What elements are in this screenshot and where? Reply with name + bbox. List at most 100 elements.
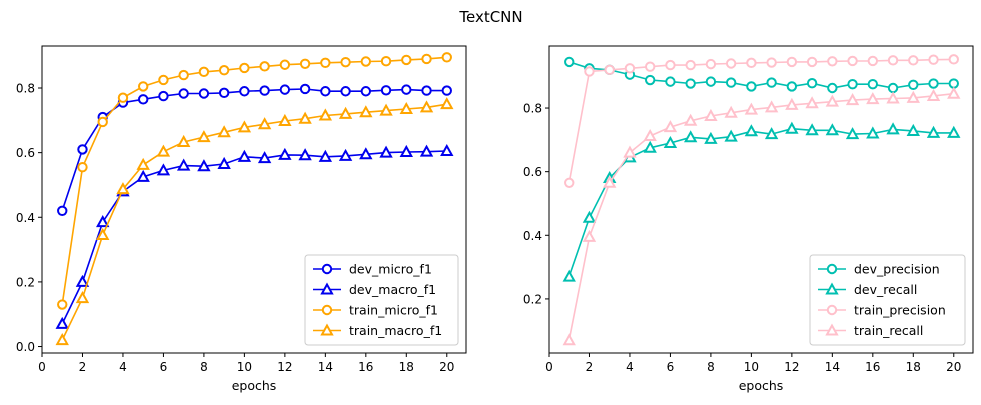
x-tick-label: 20 — [439, 360, 454, 374]
legend-label-train_recall: train_recall — [854, 323, 923, 338]
series-dev_recall — [562, 121, 961, 282]
data-point-train_micro_f1-19 — [421, 53, 432, 65]
x-tick-label: 14 — [318, 360, 333, 374]
legend-marker-dev_precision — [826, 263, 838, 275]
data-point-train_recall-6 — [663, 120, 678, 133]
data-point-dev_macro_f1-11 — [257, 151, 272, 164]
data-point-train_micro_f1-9 — [218, 65, 230, 76]
data-point-dev_precision-16 — [867, 78, 879, 90]
data-point-dev_precision-5 — [644, 74, 656, 86]
legend-label-train_macro_f1: train_macro_f1 — [349, 323, 442, 338]
legend: dev_precision dev_recall train_precisiontr… — [809, 254, 966, 346]
y-tick-label: 0.2 — [16, 275, 35, 289]
data-point-train_macro_f1-7 — [176, 134, 191, 147]
x-tick-label: 16 — [358, 360, 373, 374]
data-point-dev_precision-20 — [948, 78, 959, 89]
data-point-dev_recall-6 — [663, 135, 678, 149]
data-point-train_micro_f1-18 — [401, 54, 412, 66]
data-point-dev_recall-16 — [866, 126, 880, 139]
data-point-train_micro_f1-10 — [239, 62, 250, 74]
data-point-train_recall-18 — [906, 90, 920, 103]
data-point-dev_recall-19 — [926, 125, 941, 138]
data-point-train_precision-14 — [827, 56, 838, 67]
data-point-dev_recall-9 — [724, 129, 738, 142]
data-point-train_macro_f1-19 — [419, 100, 434, 113]
data-point-train_macro_f1-17 — [379, 103, 393, 116]
data-point-train_recall-16 — [866, 92, 880, 105]
y-tick-label: 0.4 — [16, 211, 35, 225]
data-point-dev_micro_f1-13 — [299, 83, 311, 95]
data-point-train_recall-13 — [805, 96, 819, 109]
data-point-train_recall-17 — [886, 91, 900, 104]
x-tick-label: 10 — [744, 360, 759, 374]
data-point-dev_macro_f1-18 — [399, 144, 413, 157]
legend-label-dev_micro_f1: dev_micro_f1 — [349, 262, 432, 277]
data-point-train_macro_f1-1 — [55, 333, 69, 346]
data-point-train_precision-15 — [847, 55, 858, 67]
data-point-train_micro_f1-8 — [198, 66, 210, 78]
x-tick-label: 10 — [237, 360, 252, 374]
legend-marker-dev_micro_f1 — [321, 263, 333, 275]
data-point-train_micro_f1-7 — [178, 69, 189, 81]
y-tick-label: 0.4 — [523, 229, 542, 243]
data-point-train_precision-19 — [928, 54, 939, 65]
data-point-train_precision-9 — [725, 58, 737, 69]
legend: dev_micro_f1 dev_macro_f1 train_micro_f1tr… — [304, 254, 459, 346]
data-point-dev_recall-12 — [785, 121, 799, 134]
data-point-train_recall-19 — [926, 88, 941, 101]
data-point-train_micro_f1-15 — [340, 56, 351, 68]
data-point-train_micro_f1-16 — [360, 56, 372, 67]
data-point-train_micro_f1-4 — [117, 92, 129, 103]
data-point-dev_precision-8 — [705, 76, 717, 87]
data-point-train_recall-2 — [582, 229, 597, 242]
data-point-train_precision-2 — [584, 66, 595, 77]
x-tick-label: 4 — [626, 360, 634, 374]
data-point-dev_macro_f1-16 — [359, 147, 373, 160]
data-point-train_recall-11 — [764, 100, 779, 113]
data-point-train_micro_f1-13 — [299, 58, 311, 69]
data-point-train_recall-20 — [947, 86, 961, 99]
chart-left: 0 2 4 6 8 10 12 14 16 18 20 0.0 0.2 0.4 0.6 0.8 epochs de… — [16, 45, 467, 393]
data-point-train_precision-18 — [908, 55, 919, 66]
data-point-dev_macro_f1-19 — [419, 144, 434, 157]
legend-marker-train_macro_f1 — [320, 323, 334, 336]
data-point-dev_macro_f1-14 — [318, 149, 333, 162]
data-point-dev_micro_f1-10 — [239, 86, 250, 97]
legend-label-dev_macro_f1: dev_macro_f1 — [349, 282, 436, 297]
data-point-train_precision-5 — [644, 61, 656, 72]
data-point-dev_recall-8 — [704, 131, 718, 144]
data-point-train_recall-3 — [603, 175, 617, 188]
y-tick-label: 0.2 — [523, 292, 542, 306]
data-point-dev_precision-1 — [564, 56, 575, 68]
data-point-train_micro_f1-14 — [320, 57, 331, 69]
plot-frame — [548, 45, 974, 354]
series-train_precision — [564, 54, 959, 188]
data-point-train_precision-11 — [766, 57, 777, 68]
x-axis-label: epochs — [739, 378, 784, 393]
data-point-dev_precision-18 — [908, 79, 919, 91]
data-point-dev_micro_f1-15 — [340, 86, 351, 97]
data-point-dev_macro_f1-7 — [176, 158, 191, 171]
data-point-dev_micro_f1-17 — [380, 85, 392, 96]
data-point-train_precision-1 — [564, 177, 575, 188]
data-point-dev_micro_f1-16 — [360, 86, 372, 97]
figure-title: TextCNN — [458, 8, 522, 26]
data-point-dev_recall-15 — [845, 127, 860, 140]
data-point-train_macro_f1-9 — [217, 125, 231, 138]
data-point-dev_precision-17 — [887, 82, 899, 94]
data-point-dev_recall-1 — [562, 269, 576, 282]
data-point-dev_macro_f1-8 — [197, 159, 211, 172]
data-point-dev_macro_f1-17 — [379, 145, 393, 158]
series-dev_precision — [564, 56, 959, 94]
data-point-dev_micro_f1-19 — [421, 85, 432, 96]
data-point-dev_recall-14 — [825, 123, 840, 136]
y-tick-label: 0.6 — [523, 165, 542, 179]
data-point-dev_precision-9 — [725, 77, 737, 88]
data-point-train_macro_f1-5 — [136, 157, 150, 170]
data-point-dev_macro_f1-20 — [440, 143, 454, 157]
series-line-dev_recall — [568, 127, 954, 277]
data-point-dev_micro_f1-20 — [441, 85, 452, 96]
legend-box — [304, 254, 459, 346]
x-tick-label: 6 — [160, 360, 168, 374]
legend-label-train_precision: train_precision — [854, 303, 946, 318]
